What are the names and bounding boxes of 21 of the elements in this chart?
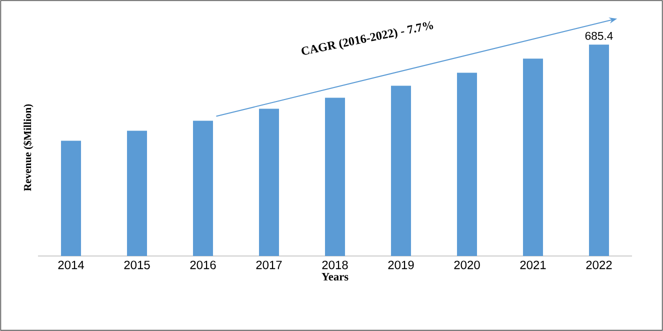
bar	[127, 130, 148, 256]
x-tick-label: 2020	[454, 260, 480, 270]
bar	[61, 140, 82, 256]
x-tick-label: 2022	[586, 260, 612, 270]
x-tick-label: 2018	[322, 260, 348, 270]
y-axis-title: Revenue ($Million)	[23, 104, 34, 192]
bar	[391, 86, 411, 256]
x-tick-label: 2014	[58, 260, 84, 270]
data-label: 685.4	[585, 32, 613, 40]
x-tick-label: 2021	[520, 260, 546, 270]
bar	[193, 120, 214, 256]
x-axis-title: Years	[322, 273, 348, 281]
x-tick-label: 2016	[190, 260, 216, 270]
bar	[259, 108, 280, 256]
x-tick-label: 2019	[388, 260, 414, 270]
x-tick-label: 2017	[256, 260, 282, 270]
x-tick-label: 2015	[124, 260, 150, 270]
bar	[325, 98, 346, 256]
bar	[588, 44, 609, 256]
bar	[456, 72, 477, 256]
bar	[522, 58, 543, 256]
